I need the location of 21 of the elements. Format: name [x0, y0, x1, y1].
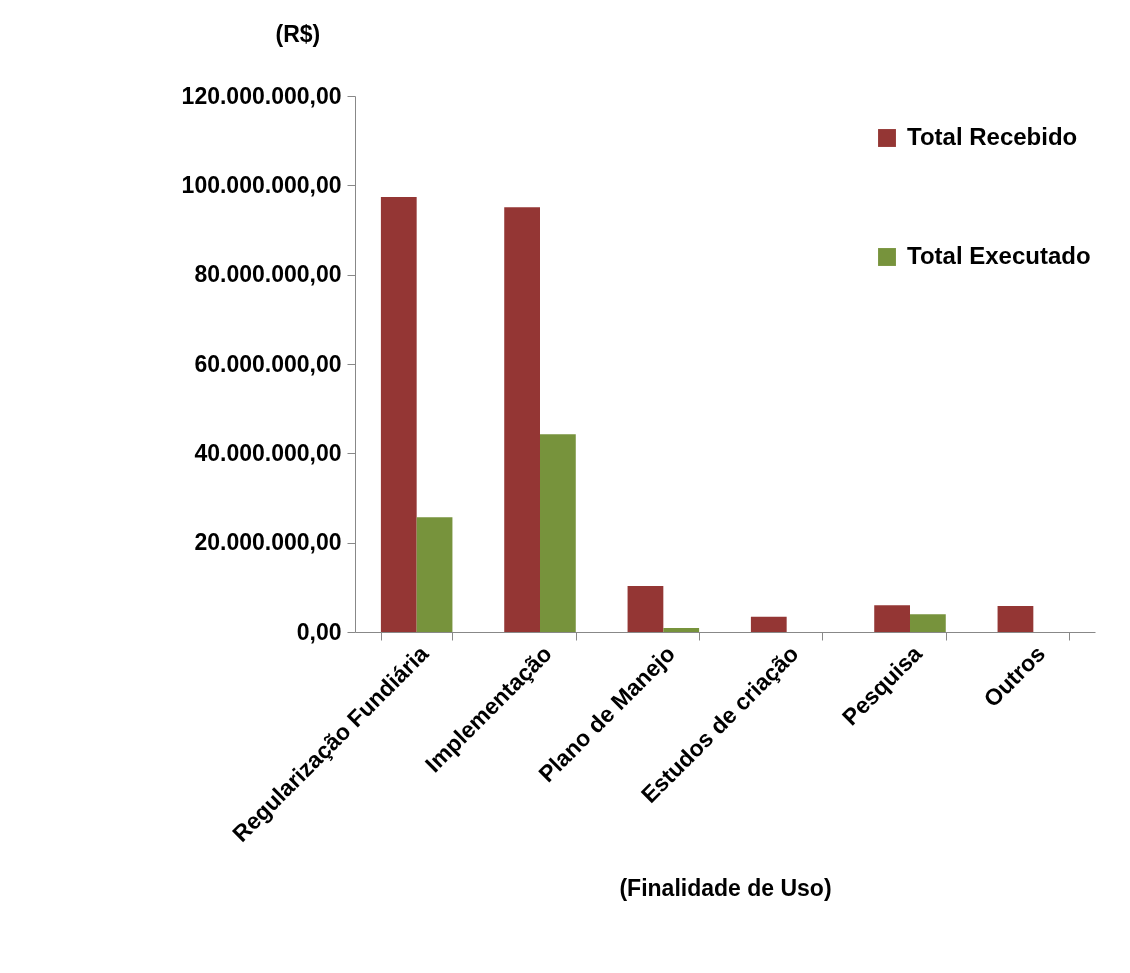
y-tick-label: 100.000.000,00	[181, 171, 342, 198]
y-tick-label: 40.000.000,00	[194, 439, 342, 466]
bar	[663, 627, 700, 632]
y-axis-title: (R$)	[275, 20, 321, 47]
bar	[416, 517, 453, 632]
bar	[504, 207, 540, 632]
bar	[627, 585, 664, 632]
y-tick-label: 80.000.000,00	[194, 261, 342, 288]
y-tick-label: 0,00	[296, 618, 342, 645]
y-tick-label: 20.000.000,00	[194, 529, 342, 556]
legend-label: Total Executado	[907, 242, 1091, 269]
y-tick-label: 60.000.000,00	[194, 350, 342, 377]
bar	[380, 196, 417, 632]
bar	[910, 614, 946, 632]
y-tick-label: 120.000.000,00	[181, 82, 342, 109]
bar	[874, 605, 910, 632]
x-axis-title: (Finalidade de Uso)	[619, 874, 832, 901]
bar	[540, 434, 576, 632]
bar	[997, 606, 1034, 632]
legend-label: Total Recebido	[907, 123, 1078, 150]
bar	[750, 616, 787, 632]
